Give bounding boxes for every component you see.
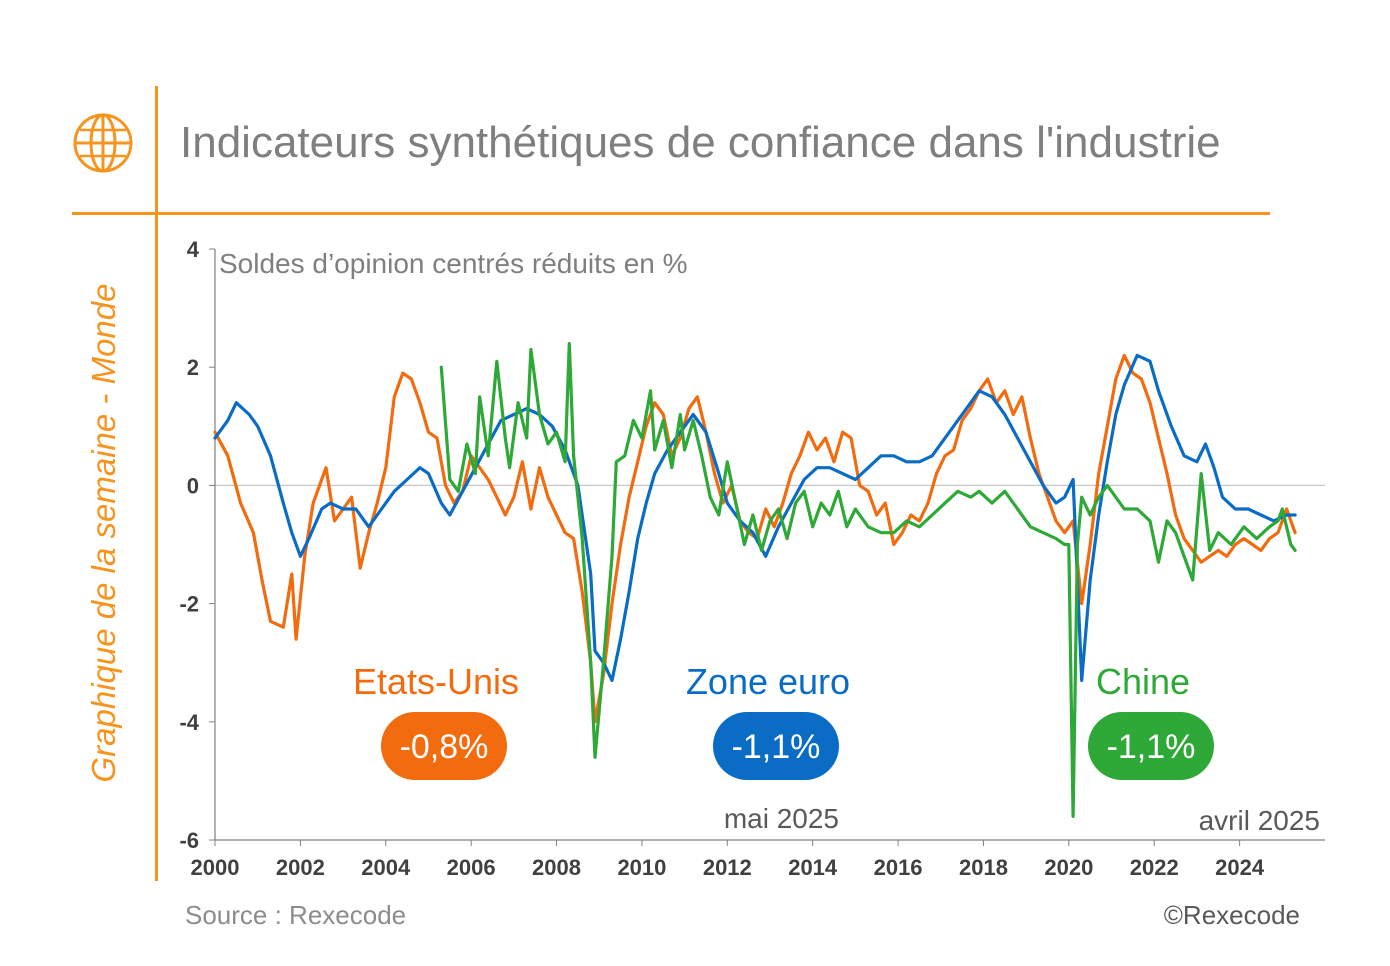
- x-tick-label: 2006: [447, 855, 496, 880]
- date-label-china: avril 2025: [1199, 805, 1320, 836]
- y-tick-label: -4: [179, 710, 199, 735]
- x-tick-label: 2014: [788, 855, 838, 880]
- x-tick-label: 2008: [532, 855, 581, 880]
- x-tick-label: 2012: [703, 855, 752, 880]
- date-label-euro: mai 2025: [724, 803, 839, 834]
- series-line-etats-unis: [213, 353, 1297, 724]
- x-tick-label: 2018: [959, 855, 1008, 880]
- accent-horizontal-rule: [72, 212, 1270, 215]
- series-line-zone-euro: [213, 353, 1297, 682]
- accent-vertical-rule: [155, 86, 158, 881]
- series-label-us: Etats-Unis: [353, 661, 519, 702]
- source-note: Source : Rexecode: [185, 900, 407, 930]
- value-pill-euro: [713, 712, 839, 780]
- x-tick-label: 2002: [276, 855, 325, 880]
- series-label-china: Chine: [1096, 661, 1190, 702]
- y-tick-label: 0: [187, 473, 199, 498]
- value-pill-us: [381, 712, 507, 780]
- x-tick-label: 2024: [1215, 855, 1265, 880]
- x-tick-label: 2010: [617, 855, 666, 880]
- x-tick-label: 2000: [191, 855, 240, 880]
- y-tick-label: -2: [179, 592, 199, 617]
- globe-icon: [73, 113, 133, 173]
- y-tick-label: 4: [187, 237, 200, 262]
- y-tick-label: 2: [187, 355, 199, 380]
- x-tick-label: 2020: [1044, 855, 1093, 880]
- x-tick-label: 2004: [361, 855, 411, 880]
- page-title: Indicateurs synthétiques de confiance da…: [180, 118, 1221, 167]
- y-tick-label: -6: [179, 828, 199, 853]
- series-label-euro: Zone euro: [686, 661, 850, 702]
- y-axis-label: Soldes d’opinion centrés réduits en %: [219, 248, 688, 279]
- value-label-euro: -1,1%: [732, 728, 821, 766]
- x-tick-label: 2016: [874, 855, 923, 880]
- series-line-chine: [439, 342, 1297, 818]
- value-label-us: -0,8%: [400, 728, 489, 766]
- x-tick-label: 2022: [1130, 855, 1179, 880]
- value-pill-china: [1088, 712, 1214, 780]
- value-label-china: -1,1%: [1107, 728, 1196, 766]
- copyright-note: ©Rexecode: [1163, 900, 1300, 930]
